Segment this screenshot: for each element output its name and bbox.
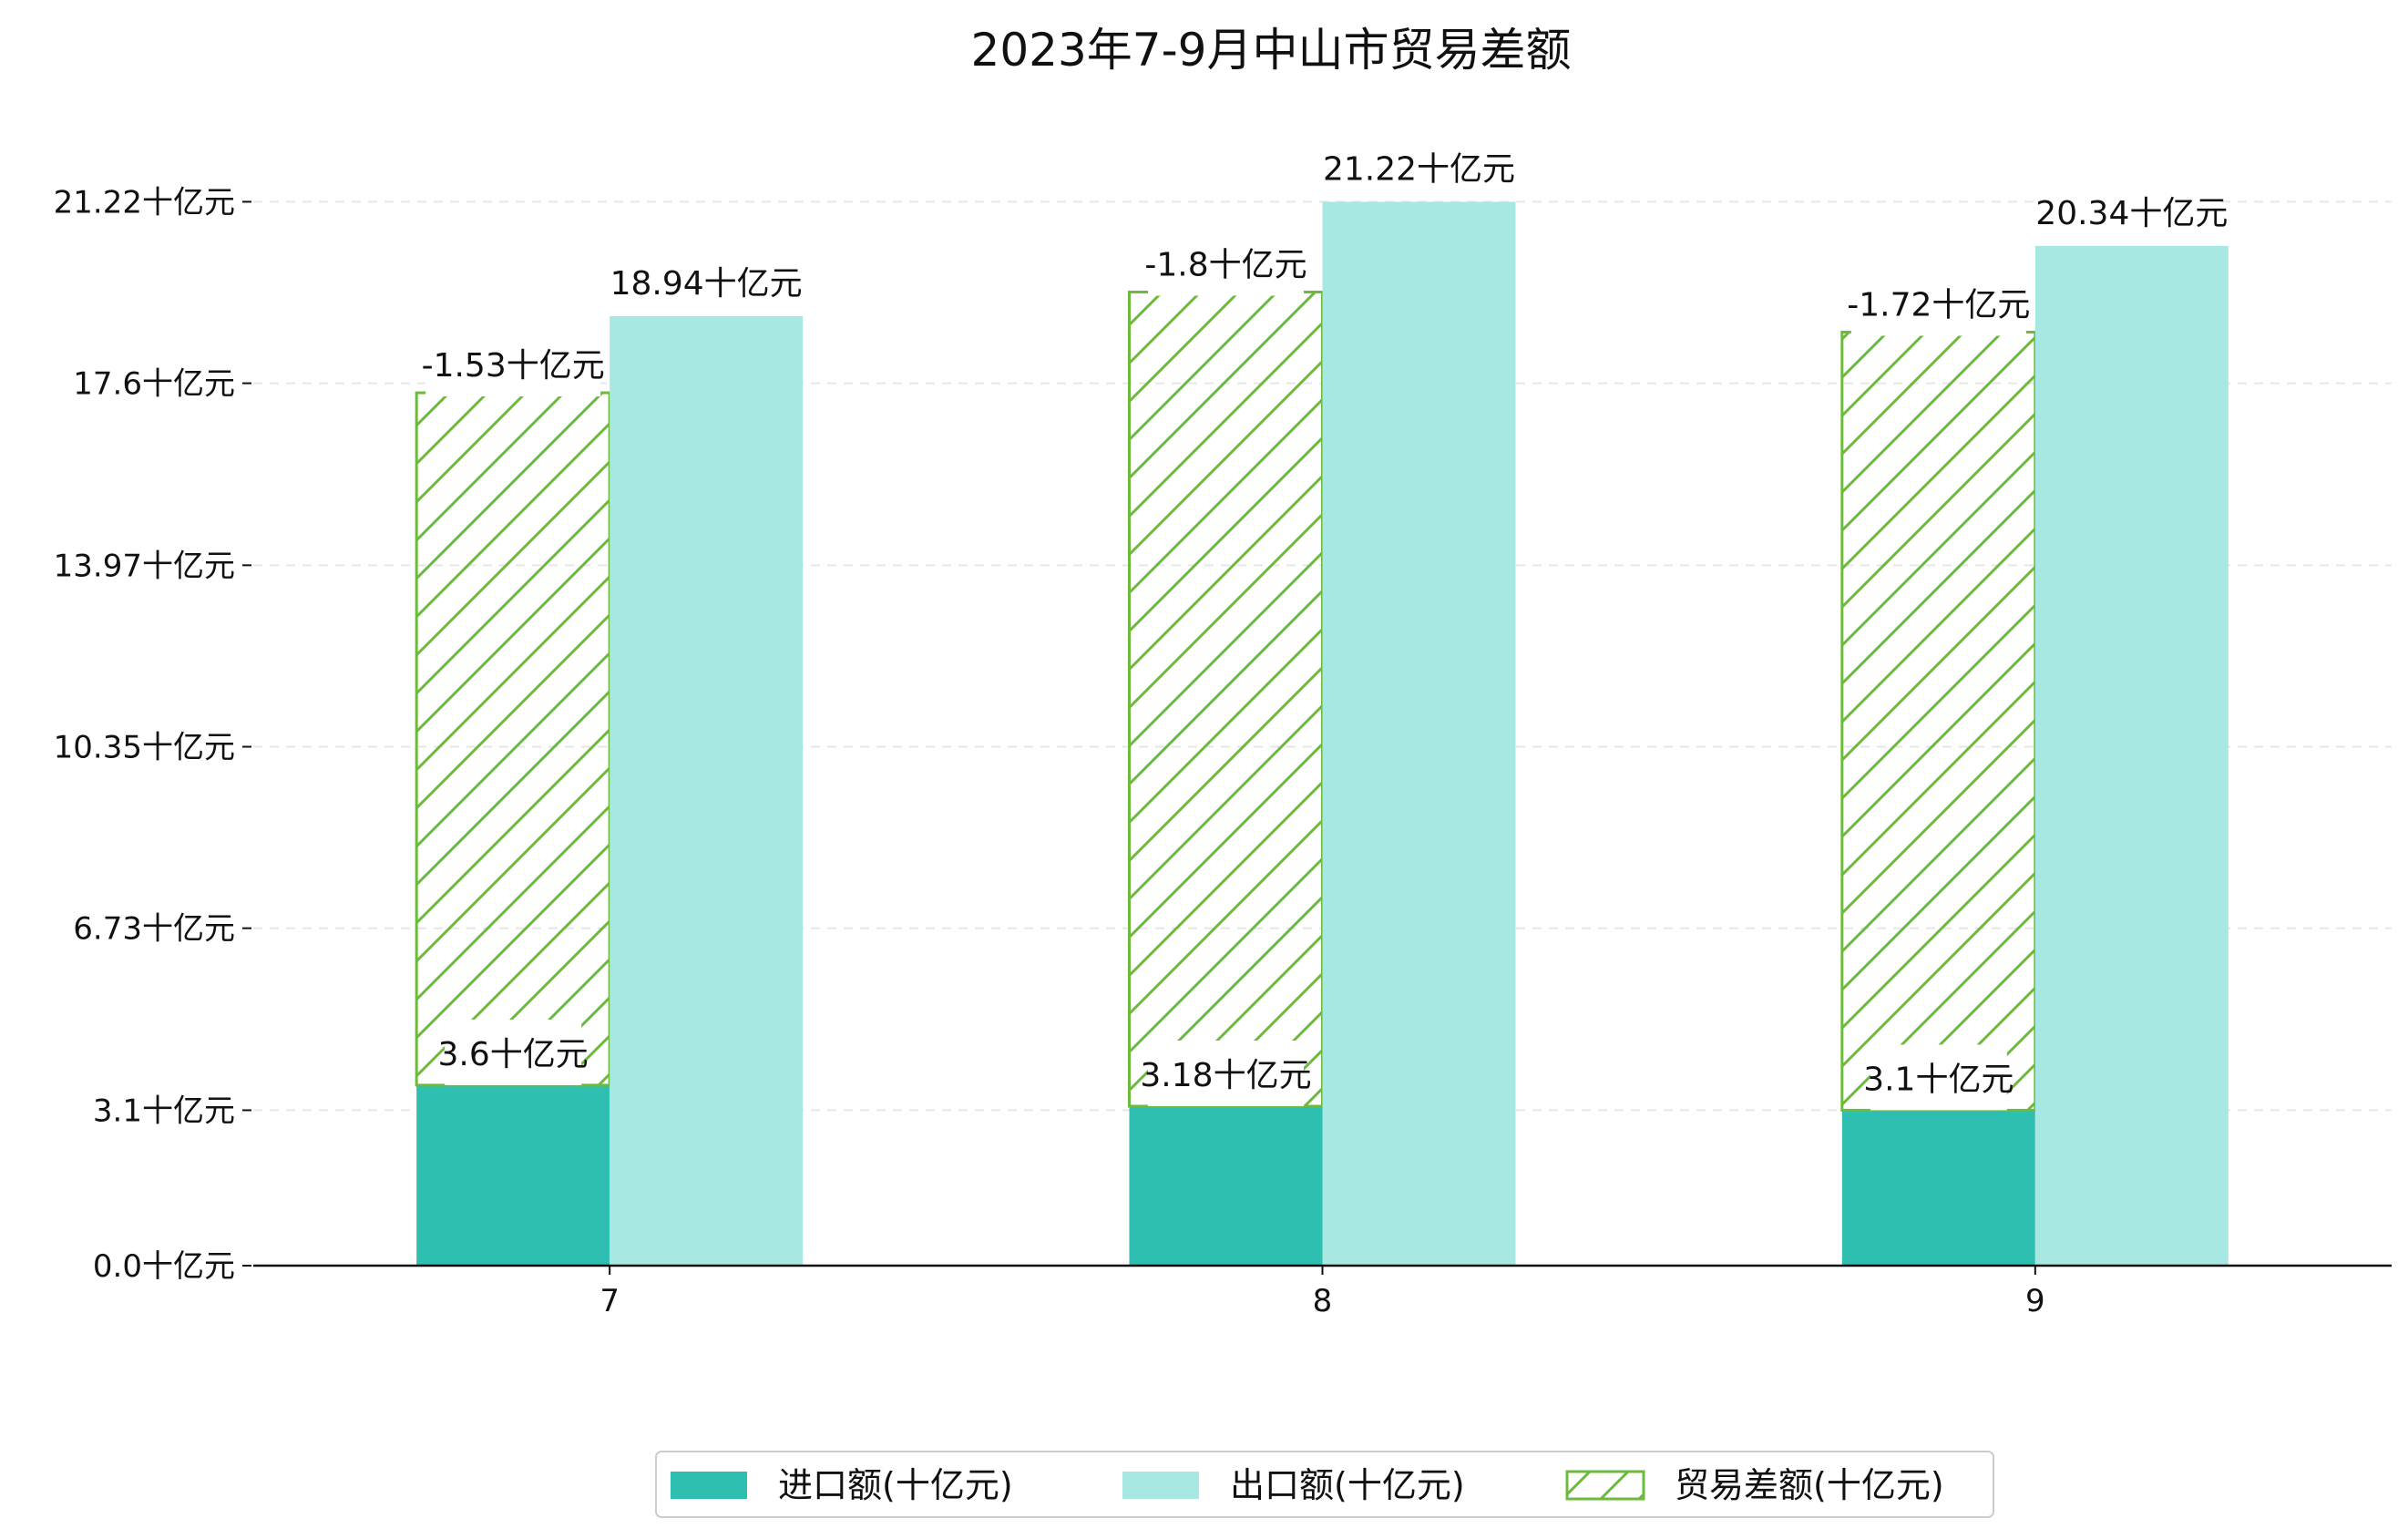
label-import-7: 3.6十亿元	[438, 1036, 589, 1073]
y-tick-label: 0.0十亿元	[93, 1248, 235, 1285]
y-tick-label: 3.1十亿元	[93, 1093, 235, 1129]
legend-swatch-1	[1122, 1472, 1199, 1499]
legend-label-2: 贸易差额(十亿元)	[1675, 1465, 1944, 1505]
legend-swatch-0	[671, 1472, 747, 1499]
data-labels: 18.94十亿元 -1.53十亿元 3.6十亿元 21.22十亿元 -1.8十亿元 3.1…	[422, 134, 2228, 1111]
bar-balance-9	[1840, 330, 2037, 1112]
x-tick-label: 8	[1313, 1283, 1333, 1319]
y-tick-label: 10.35十亿元	[54, 730, 235, 766]
bar-import-9	[1841, 1110, 2035, 1266]
legend-label-0: 进口额(十亿元)	[778, 1465, 1013, 1505]
legend-swatch-2	[1565, 1470, 1645, 1501]
x-tick-label: 9	[2025, 1283, 2045, 1319]
label-import-9-bg	[1870, 1044, 2007, 1111]
label-balance-9: -1.72十亿元	[1847, 286, 2030, 323]
bar-balance-8	[1128, 290, 1324, 1108]
label-import-8-bg	[1148, 1041, 1304, 1107]
label-export-7: 18.94十亿元	[610, 265, 803, 303]
label-export-9: 20.34十亿元	[2035, 195, 2228, 232]
label-export-8-bg	[1331, 134, 1507, 200]
bar-balance-7	[415, 391, 611, 1087]
label-import-7-bg	[445, 1019, 582, 1085]
bar-import-8	[1129, 1106, 1323, 1266]
label-balance-8-bg	[1148, 230, 1304, 296]
label-balance-7: -1.53十亿元	[422, 347, 605, 385]
legend: 进口额(十亿元) 出口额(十亿元) 贸易差额(十亿元)	[655, 1451, 1994, 1518]
x-tick-label: 7	[599, 1283, 620, 1319]
label-export-9-bg	[2044, 178, 2219, 244]
chart-title: 2023年7-9月中山市贸易差额	[971, 24, 1572, 77]
bar-import-7	[416, 1084, 610, 1266]
legend-frame	[655, 1451, 1994, 1518]
y-tick-label: 13.97十亿元	[54, 548, 235, 584]
label-balance-7-bg	[425, 331, 601, 397]
bars	[415, 201, 2229, 1266]
bar-export-9	[2034, 245, 2229, 1266]
bar-export-7	[610, 315, 804, 1266]
axes: 0.0十亿元 3.1十亿元 6.73十亿元 10.35十亿元 13.97十亿元 17.6十…	[54, 184, 2392, 1319]
label-balance-9-bg	[1850, 270, 2026, 336]
label-export-7-bg	[619, 248, 794, 314]
label-import-9: 3.1十亿元	[1863, 1061, 2013, 1098]
label-export-8: 21.22十亿元	[1323, 150, 1515, 188]
label-import-8: 3.18十亿元	[1140, 1057, 1311, 1094]
y-tick-label: 6.73十亿元	[73, 911, 235, 948]
legend-label-1: 出口额(十亿元)	[1230, 1465, 1465, 1505]
y-tick-label: 21.22十亿元	[54, 184, 235, 221]
bar-export-8	[1322, 201, 1516, 1266]
label-balance-8: -1.8十亿元	[1144, 246, 1306, 283]
y-tick-label: 17.6十亿元	[73, 366, 235, 403]
